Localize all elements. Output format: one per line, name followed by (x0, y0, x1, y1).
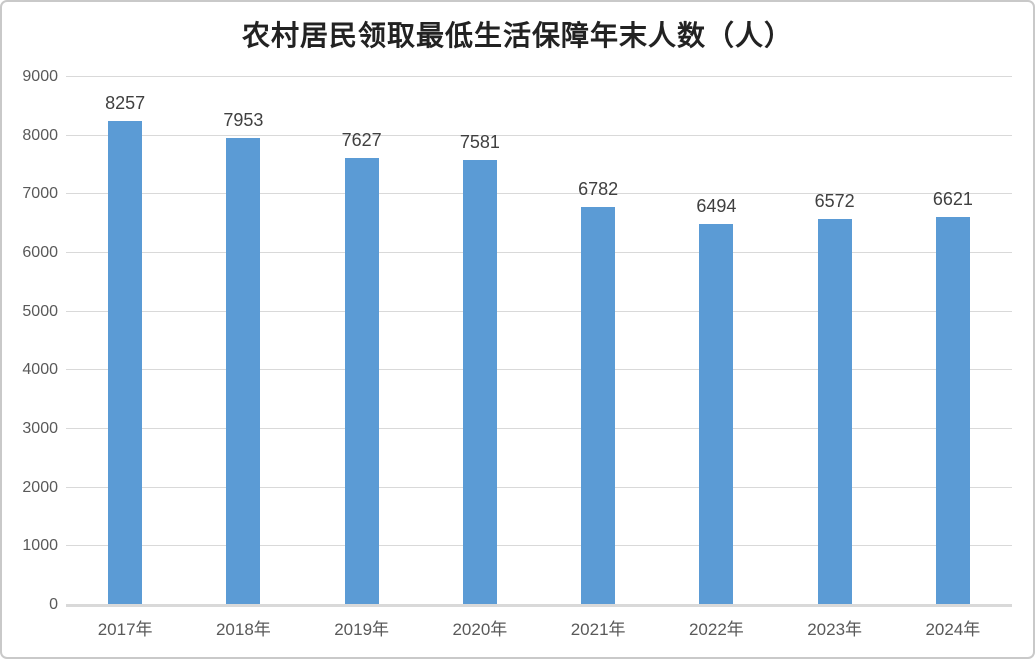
y-tick-label: 7000 (22, 185, 58, 203)
x-tick-label-2019年: 2019年 (334, 620, 390, 639)
x-axis-line (66, 604, 1012, 607)
x-tick-label-2018年: 2018年 (215, 620, 271, 639)
bar-2024年[interactable] (935, 216, 970, 605)
bar-2023年[interactable] (817, 219, 852, 605)
plot-area: 8257 7953 7627 7581 6782 6494 6572 6621 (66, 76, 1012, 607)
x-tick-label-2017年: 2017年 (97, 620, 153, 639)
gridline-6000 (66, 252, 1012, 253)
y-axis-tick-labels: 0 1000 2000 3000 4000 5000 6000 7000 8000 9000 (2, 68, 58, 613)
gridline-5000 (66, 310, 1012, 312)
y-tick-label: 9000 (22, 68, 58, 85)
bar-value-label: 6782 (578, 179, 619, 200)
bar-slot-2017年: 8257 (66, 77, 184, 605)
x-tick-label-2022年: 2022年 (688, 620, 744, 639)
bar-value-label: 6572 (814, 191, 855, 212)
gridline-4000 (66, 369, 1012, 371)
gridline-7000 (66, 193, 1012, 195)
bar-slot-2020年: 7581 (421, 77, 539, 605)
bar-slot-2021年: 6782 (539, 77, 657, 605)
x-tick-label-2020年: 2020年 (452, 620, 508, 639)
y-tick-label: 3000 (22, 420, 58, 437)
bar-slot-2023年: 6572 (776, 77, 894, 605)
bar-2020年[interactable] (462, 160, 497, 605)
y-tick-label: 6000 (22, 244, 58, 261)
gridline-9000 (66, 76, 1012, 77)
bar-2019年[interactable] (344, 157, 379, 605)
gridline-8000 (66, 134, 1012, 136)
x-tick-label-2023年: 2023年 (807, 620, 863, 639)
x-tick-label-2024年: 2024年 (925, 620, 981, 639)
y-tick-label: 5000 (22, 302, 58, 320)
bar-value-label: 6621 (932, 188, 973, 209)
bar-value-label: 8257 (105, 92, 146, 113)
bar-slot-2024年: 6621 (894, 77, 1012, 605)
bar-2021年[interactable] (581, 207, 616, 605)
bar-slot-2019年: 7627 (303, 77, 421, 605)
bar-value-label: 6494 (696, 196, 737, 217)
y-tick-label: 4000 (22, 361, 58, 379)
bar-slot-2018年: 7953 (184, 77, 302, 605)
bar-value-label: 7627 (341, 129, 382, 150)
chart-title: 农村居民领取最低生活保障年末人数（人） (241, 19, 793, 52)
y-tick-label: 0 (49, 596, 58, 613)
bar-value-label: 7581 (459, 132, 500, 153)
bars-container: 8257 7953 7627 7581 6782 6494 6572 6621 (66, 77, 1012, 605)
bar-2017年[interactable] (108, 120, 143, 605)
gridline-1000 (66, 545, 1012, 547)
bar-2018年[interactable] (226, 138, 261, 605)
gridline-2000 (66, 486, 1012, 488)
bar-2022年[interactable] (699, 224, 734, 605)
y-tick-label: 1000 (22, 537, 58, 555)
x-tick-label-2021年: 2021年 (570, 620, 626, 639)
y-tick-label: 2000 (22, 478, 58, 496)
y-tick-label: 8000 (22, 126, 58, 144)
bar-value-label: 7953 (223, 110, 264, 131)
bar-slot-2022年: 6494 (657, 77, 775, 605)
x-axis-tick-labels: 2017年 2018年 2019年 2020年 2021年 2022年 2023年 2024年 (66, 615, 1012, 640)
gridline-3000 (66, 428, 1012, 429)
